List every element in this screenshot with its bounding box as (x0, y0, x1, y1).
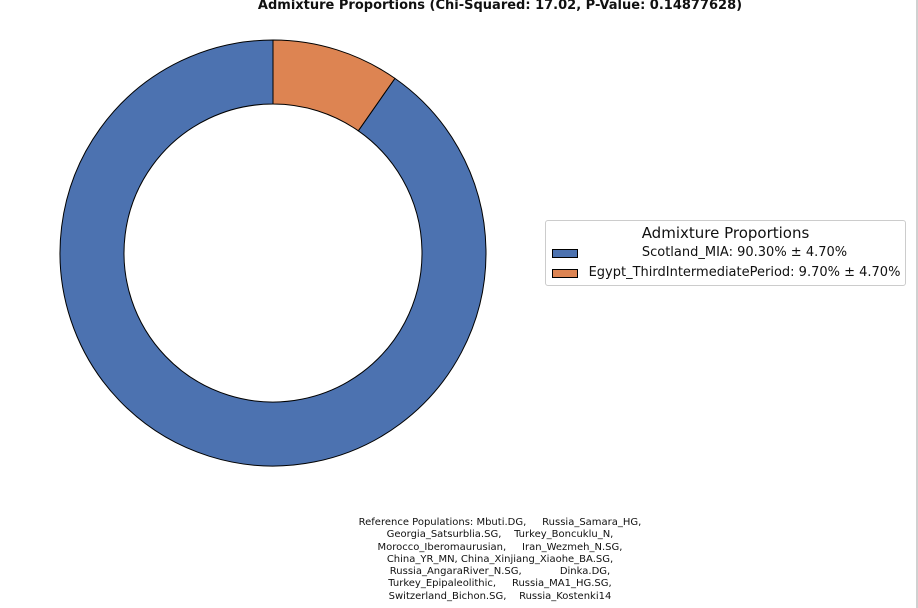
reference-populations-line: Switzerland_Bichon.SG, Russia_Kostenki14 (388, 590, 612, 602)
donut-chart (59, 39, 487, 467)
reference-populations-line: Russia_AngaraRiver_N.SG, Dinka.DG, (389, 566, 611, 578)
legend-title: Admixture Proportions (641, 224, 810, 242)
donut-slice-scotland-mia (59, 39, 487, 467)
legend-swatch-egypt-third-intermediate-period (552, 269, 578, 278)
reference-populations-line: Reference Populations: Mbuti.DG, Russia_… (358, 517, 642, 528)
legend-label-scotland-mia: Scotland_MIA: 90.30% ± 4.70% (641, 245, 848, 260)
reference-populations-line: Georgia_Satsurblia.SG, Turkey_Boncuklu_N… (386, 529, 614, 541)
legend-swatch-scotland-mia (552, 249, 578, 258)
legend-entry-scotland-mia: Scotland_MIA: 90.30% ± 4.70% (546, 245, 905, 263)
donut-slice-egypt-thirdintermediateperiod (272, 39, 396, 132)
reference-populations-line: China_YR_MN, China_Xinjiang_Xiaohe_BA.SG… (386, 553, 614, 565)
legend-entry-egypt-third-intermediate-period: Egypt_ThirdIntermediatePeriod: 9.70% ± 4… (546, 265, 905, 283)
reference-populations-line: Turkey_Epipaleolithic, Russia_MA1_HG.SG, (388, 578, 612, 590)
reference-populations-note: Reference Populations: Mbuti.DG, Russia_… (300, 517, 700, 603)
chart-legend: Admixture Proportions Scotland_MIA: 90.3… (545, 220, 906, 286)
window-right-edge (916, 0, 918, 608)
legend-label-egypt-third-intermediate-period: Egypt_ThirdIntermediatePeriod: 9.70% ± 4… (588, 265, 901, 280)
reference-populations-line: Morocco_Iberomaurusian, Iran_Wezmeh_N.SG… (377, 541, 623, 553)
chart-title: Admixture Proportions (Chi-Squared: 17.0… (257, 0, 743, 13)
